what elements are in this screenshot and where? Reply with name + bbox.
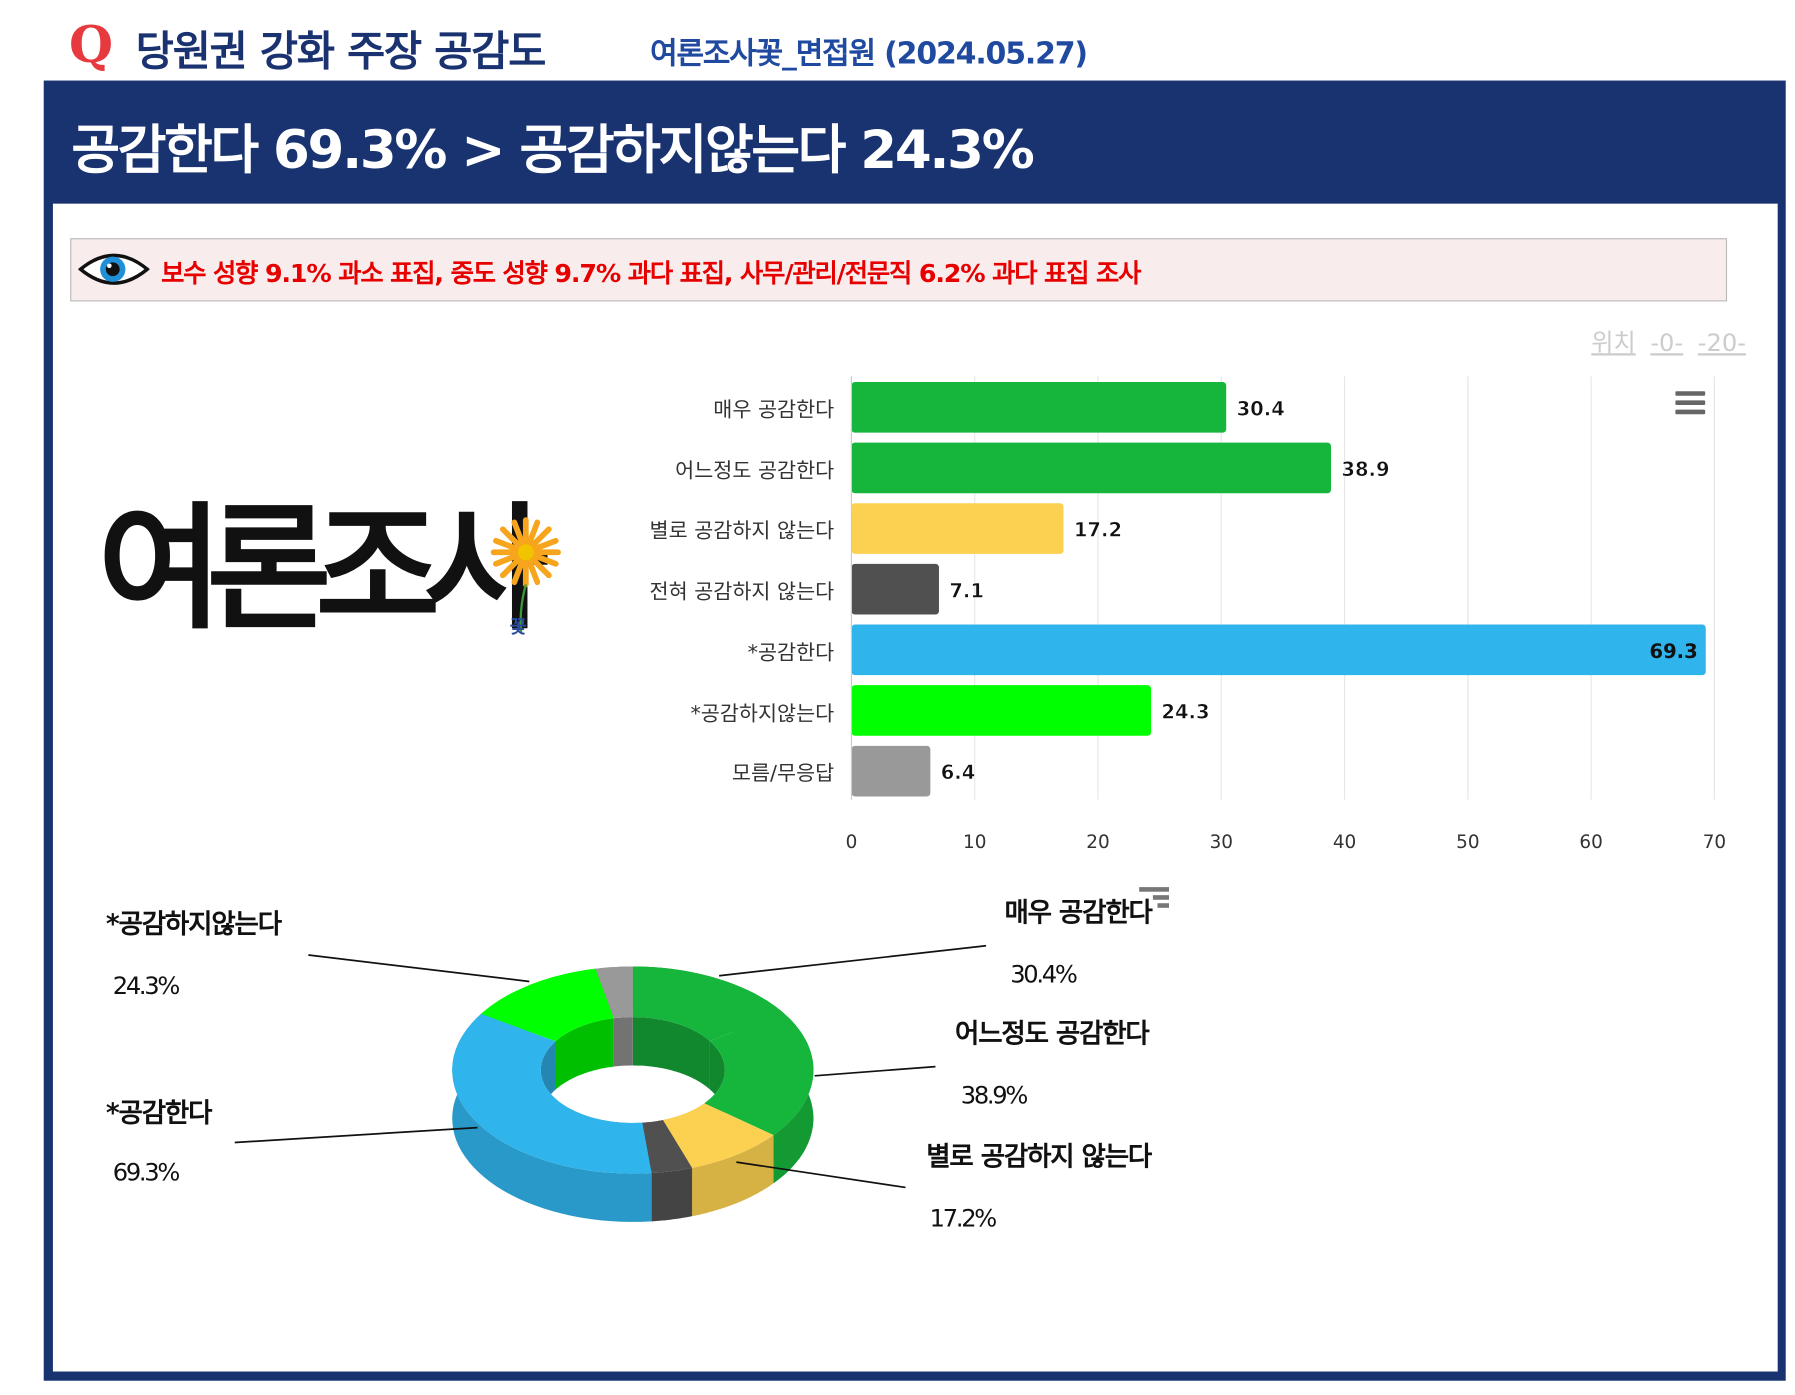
bar-value-label: 24.3 bbox=[1161, 701, 1209, 724]
pie-label-percent: 17.2% bbox=[929, 1204, 998, 1233]
donut-slice[interactable] bbox=[632, 966, 784, 1041]
x-tick-label: 60 bbox=[1579, 832, 1602, 853]
headline: 공감한다 69.3% > 공감하지않는다 24.3% bbox=[71, 118, 1034, 181]
donut-slice[interactable] bbox=[704, 1012, 814, 1136]
bar-value-label: 7.1 bbox=[949, 579, 984, 602]
logo: 여론조사 꽃 bbox=[98, 460, 570, 660]
chart-menu-icon[interactable] bbox=[1675, 389, 1707, 417]
bar-value-label: 17.2 bbox=[1074, 519, 1122, 542]
donut-inner-wall bbox=[632, 1017, 710, 1090]
pie-label-percent: 69.3% bbox=[112, 1158, 181, 1187]
bar-category-label: *공감하지않는다 bbox=[690, 701, 835, 726]
x-tick-label: 10 bbox=[963, 832, 986, 853]
donut-slice[interactable] bbox=[452, 1013, 652, 1174]
bar[interactable] bbox=[851, 624, 1706, 676]
donut-slice[interactable] bbox=[595, 966, 633, 1019]
position-nav: 위치 -0- -20- bbox=[1591, 324, 1746, 359]
bar-category-label: 매우 공감한다 bbox=[713, 398, 835, 423]
bar-value-label: 30.4 bbox=[1237, 397, 1285, 420]
bar[interactable] bbox=[851, 381, 1227, 433]
q-mark: Q bbox=[69, 16, 114, 75]
x-tick-label: 40 bbox=[1333, 832, 1356, 853]
leader-line bbox=[308, 954, 530, 983]
bar-value-label: 6.4 bbox=[941, 761, 976, 784]
bar-category-label: 전혀 공감하지 않는다 bbox=[649, 580, 835, 605]
pie-label-name: *공감하지않는다 bbox=[105, 910, 282, 941]
bar-value-label: 38.9 bbox=[1341, 458, 1389, 481]
pie-label-name: 별로 공감하지 않는다 bbox=[926, 1142, 1152, 1173]
pie-label-name: 어느정도 공감한다 bbox=[954, 1019, 1150, 1050]
pie-label-name: *공감한다 bbox=[105, 1098, 213, 1129]
bar[interactable] bbox=[851, 563, 939, 615]
eye-icon bbox=[78, 253, 150, 285]
svg-text:꽃: 꽃 bbox=[510, 617, 527, 638]
donut-slice[interactable] bbox=[642, 1120, 693, 1174]
bar[interactable] bbox=[851, 503, 1064, 554]
bar[interactable] bbox=[851, 442, 1331, 494]
donut-inner-wall bbox=[555, 1018, 614, 1090]
x-tick-label: 20 bbox=[1086, 832, 1109, 853]
donut-outer-wall bbox=[651, 1167, 693, 1222]
x-tick-label: 70 bbox=[1703, 832, 1726, 853]
bar-category-label: 별로 공감하지 않는다 bbox=[649, 519, 835, 544]
leader-line bbox=[736, 1161, 906, 1189]
leader-line bbox=[814, 1065, 936, 1077]
x-tick-label: 0 bbox=[846, 832, 858, 853]
pie-label-percent: 38.9% bbox=[960, 1081, 1029, 1110]
notice-text: 보수 성향 9.1% 과소 표집, 중도 성향 9.7% 과다 표집, 사무/관… bbox=[161, 260, 1141, 289]
pie-label-percent: 24.3% bbox=[112, 972, 181, 1000]
page-title: 당원권 강화 주장 공감도 bbox=[135, 28, 547, 76]
x-tick-label: 50 bbox=[1456, 832, 1479, 853]
bar-category-label: 어느정도 공감한다 bbox=[675, 458, 835, 483]
position-link-0[interactable]: -0- bbox=[1650, 329, 1684, 357]
leader-line bbox=[719, 944, 987, 977]
x-tick-label: 30 bbox=[1210, 832, 1233, 853]
flower-icon bbox=[490, 517, 561, 633]
position-label: 위치 bbox=[1591, 329, 1636, 357]
bar-value-label: 69.3 bbox=[1649, 640, 1697, 663]
position-link-20[interactable]: -20- bbox=[1697, 329, 1746, 357]
pie-label-percent: 30.4% bbox=[1010, 960, 1078, 989]
bar-chart: 0 10 20 30 40 50 60 70 30.4 38.9 17.2 7.1 69.3 24.3 6.… bbox=[846, 376, 1726, 853]
notice-box: 보수 성향 9.1% 과소 표집, 중도 성향 9.7% 과다 표집, 사무/관… bbox=[70, 238, 1728, 302]
donut-chart bbox=[234, 944, 987, 1222]
bar-category-label: 모름/무응답 bbox=[731, 761, 835, 787]
bar-category-label: *공감한다 bbox=[747, 640, 835, 665]
leader-line bbox=[234, 1126, 478, 1144]
donut-slice[interactable] bbox=[662, 1103, 774, 1168]
pie-label-name: 매우 공감한다 bbox=[1004, 898, 1152, 929]
pie-menu-icon[interactable] bbox=[1139, 886, 1171, 911]
page-subtitle: 여론조사꽃_면접원 (2024.05.27) bbox=[650, 36, 1088, 72]
donut-slice[interactable] bbox=[481, 968, 614, 1042]
bar[interactable] bbox=[851, 685, 1152, 736]
bar[interactable] bbox=[851, 745, 931, 797]
logo-image: 여론조사 꽃 bbox=[98, 491, 564, 649]
svg-text:여론조사: 여론조사 bbox=[98, 491, 548, 649]
donut-outer-wall bbox=[452, 1013, 652, 1222]
donut-inner-wall bbox=[613, 1017, 633, 1067]
donut-outer-wall bbox=[692, 1135, 774, 1217]
